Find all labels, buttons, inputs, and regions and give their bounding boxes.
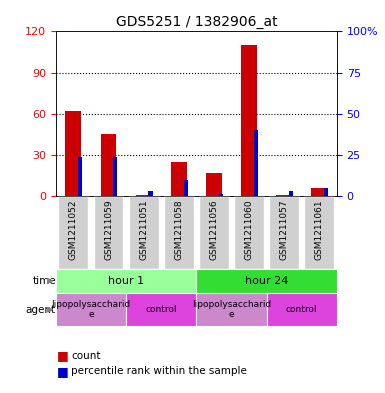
Bar — [113, 156, 117, 196]
FancyBboxPatch shape — [56, 293, 126, 326]
Text: hour 24: hour 24 — [245, 276, 288, 286]
Bar — [311, 188, 327, 196]
FancyBboxPatch shape — [269, 196, 299, 268]
Bar — [254, 130, 258, 196]
FancyBboxPatch shape — [129, 196, 159, 268]
FancyBboxPatch shape — [59, 196, 88, 268]
Bar — [78, 156, 82, 196]
Bar — [219, 195, 223, 196]
Text: control: control — [286, 305, 318, 314]
Bar — [241, 45, 257, 196]
Bar — [65, 111, 81, 196]
Text: time: time — [32, 276, 56, 286]
Text: ■: ■ — [57, 349, 69, 362]
Text: count: count — [71, 351, 101, 361]
Text: GSM1211051: GSM1211051 — [139, 200, 148, 260]
Text: ■: ■ — [57, 365, 69, 378]
FancyBboxPatch shape — [196, 268, 337, 293]
FancyBboxPatch shape — [56, 268, 196, 293]
Bar — [100, 134, 116, 196]
Text: agent: agent — [26, 305, 56, 315]
FancyBboxPatch shape — [199, 196, 229, 268]
Bar — [136, 195, 152, 196]
Text: lipopolysaccharid
e: lipopolysaccharid e — [192, 300, 271, 320]
Text: GSM1211057: GSM1211057 — [280, 200, 289, 260]
Text: hour 1: hour 1 — [108, 276, 144, 286]
Text: GSM1211052: GSM1211052 — [69, 200, 78, 260]
Text: GSM1211061: GSM1211061 — [315, 200, 324, 260]
Text: GSM1211060: GSM1211060 — [244, 200, 254, 260]
Bar — [324, 188, 328, 196]
Title: GDS5251 / 1382906_at: GDS5251 / 1382906_at — [116, 15, 277, 29]
Bar — [171, 162, 187, 196]
Bar — [148, 191, 152, 196]
Bar — [184, 180, 188, 196]
FancyBboxPatch shape — [164, 196, 194, 268]
FancyBboxPatch shape — [234, 196, 264, 268]
Bar — [289, 191, 293, 196]
Bar — [276, 195, 292, 196]
Text: lipopolysaccharid
e: lipopolysaccharid e — [51, 300, 131, 320]
FancyBboxPatch shape — [94, 196, 124, 268]
Text: GSM1211058: GSM1211058 — [174, 200, 183, 260]
Text: GSM1211059: GSM1211059 — [104, 200, 113, 260]
Text: GSM1211056: GSM1211056 — [209, 200, 218, 260]
Bar — [206, 173, 222, 196]
Text: control: control — [146, 305, 177, 314]
FancyBboxPatch shape — [196, 293, 266, 326]
Text: percentile rank within the sample: percentile rank within the sample — [71, 366, 247, 376]
FancyBboxPatch shape — [266, 293, 337, 326]
FancyBboxPatch shape — [126, 293, 196, 326]
FancyBboxPatch shape — [305, 196, 334, 268]
